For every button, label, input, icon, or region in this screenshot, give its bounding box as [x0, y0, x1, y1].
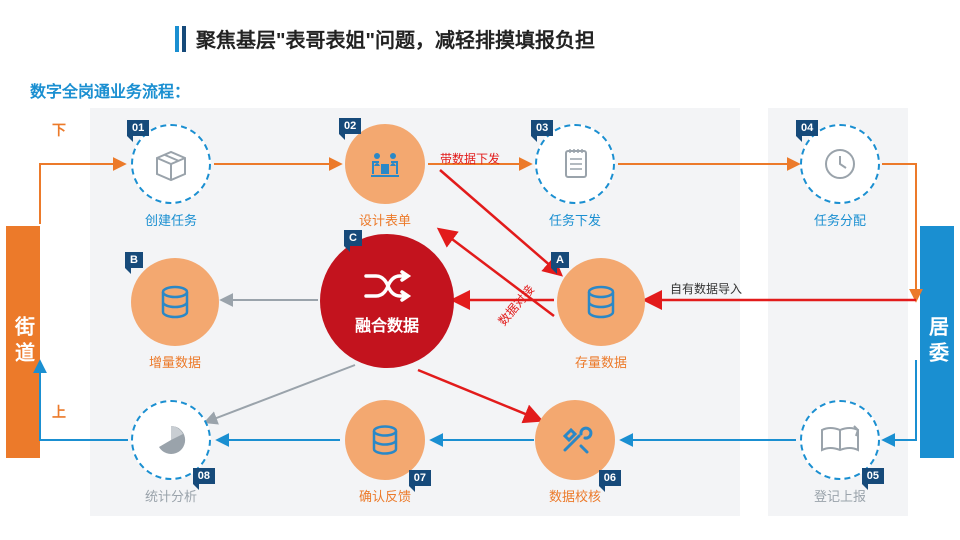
node-06-label: 数据校核	[530, 486, 620, 505]
meeting-icon	[363, 142, 407, 186]
left-box-street: 街道	[6, 226, 40, 458]
edge-label-own-import: 自有数据导入	[670, 280, 742, 297]
node-02-label: 设计表单	[340, 210, 430, 229]
badge-06: 06	[604, 472, 616, 484]
node-04-label: 任务分配	[795, 210, 885, 229]
title-accent	[175, 26, 186, 52]
node-08-label: 统计分析	[126, 486, 216, 505]
node-a-stock-data: A 存量数据	[552, 258, 650, 371]
node-05-register-report: 05 登记上报	[795, 400, 885, 505]
badge-07: 07	[414, 472, 426, 484]
node-07-label: 确认反馈	[340, 486, 430, 505]
database-icon	[365, 420, 405, 460]
node-c-label: 融合数据	[355, 312, 419, 336]
badge-04: 04	[801, 122, 813, 134]
node-02-design-form: 02 设计表单	[340, 124, 430, 229]
node-01-create-task: 01 创建任务	[126, 124, 216, 229]
right-box-committee: 居委	[920, 226, 954, 458]
badge-b: B	[130, 254, 138, 266]
badge-01: 01	[132, 122, 144, 134]
node-c-merge-data: C 融合数据	[320, 234, 454, 368]
node-03-label: 任务下发	[530, 210, 620, 229]
badge-02: 02	[344, 120, 356, 132]
up-label: 上	[52, 402, 66, 422]
book-icon	[818, 422, 862, 458]
notebook-icon	[556, 145, 594, 183]
badge-a: A	[556, 254, 564, 266]
database-icon	[579, 280, 623, 324]
node-b-label: 增量数据	[126, 352, 224, 371]
main-title: 聚焦基层"表哥表姐"问题，减轻排摸填报负担	[196, 24, 595, 53]
node-03-task-issue: 03 任务下发	[530, 124, 620, 229]
node-a-label: 存量数据	[552, 352, 650, 371]
node-07-confirm-feedback: 07 确认反馈	[340, 400, 430, 505]
title-bar: 聚焦基层"表哥表姐"问题，减轻排摸填报负担	[175, 24, 595, 53]
subtitle: 数字全岗通业务流程：	[30, 78, 190, 102]
badge-03: 03	[536, 122, 548, 134]
pie-icon	[151, 420, 191, 460]
down-label: 下	[52, 120, 66, 140]
tools-icon	[555, 420, 595, 460]
badge-08: 08	[198, 470, 210, 482]
node-08-statistics: 08 统计分析	[126, 400, 216, 505]
shuffle-icon	[362, 266, 412, 306]
node-05-label: 登记上报	[795, 486, 885, 505]
edge-label-data-down: 带数据下发	[440, 150, 500, 167]
node-04-task-assign: 04 任务分配	[795, 124, 885, 229]
node-06-data-verify: 06 数据校核	[530, 400, 620, 505]
node-01-label: 创建任务	[126, 210, 216, 229]
badge-05: 05	[867, 470, 879, 482]
node-b-incremental: B 增量数据	[126, 258, 224, 371]
database-icon	[153, 280, 197, 324]
box-icon	[151, 144, 191, 184]
badge-c: C	[349, 232, 357, 244]
clock-icon	[820, 144, 860, 184]
